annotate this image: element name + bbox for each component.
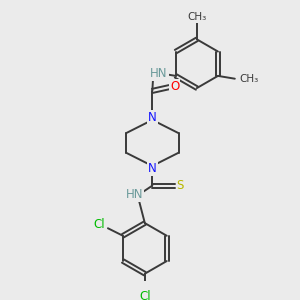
Text: HN: HN: [126, 188, 143, 202]
Text: N: N: [148, 111, 157, 124]
Text: CH₃: CH₃: [187, 12, 206, 22]
Text: S: S: [177, 179, 184, 192]
Text: Cl: Cl: [139, 290, 151, 300]
Text: Cl: Cl: [94, 218, 105, 231]
Text: N: N: [148, 162, 157, 175]
Text: O: O: [170, 80, 179, 93]
Text: HN: HN: [150, 67, 168, 80]
Text: CH₃: CH₃: [239, 74, 259, 84]
